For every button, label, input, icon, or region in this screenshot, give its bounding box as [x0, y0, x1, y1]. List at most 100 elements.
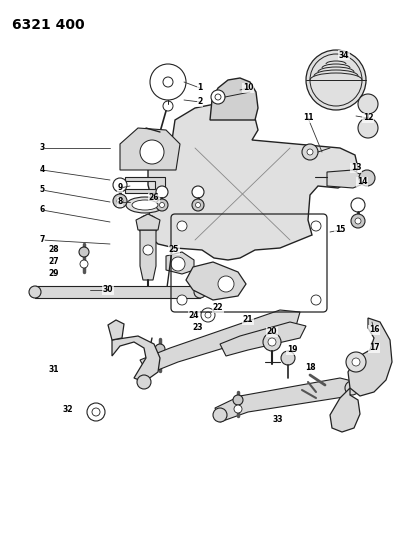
Polygon shape	[140, 230, 156, 280]
Text: 27: 27	[49, 257, 59, 266]
Circle shape	[138, 215, 158, 235]
Circle shape	[311, 295, 321, 305]
Circle shape	[155, 344, 165, 354]
Text: 18: 18	[305, 364, 315, 373]
Circle shape	[358, 118, 378, 138]
Circle shape	[352, 358, 360, 366]
Circle shape	[150, 64, 186, 100]
Polygon shape	[348, 318, 392, 396]
Text: 20: 20	[267, 327, 277, 336]
Polygon shape	[148, 104, 358, 260]
Circle shape	[211, 90, 225, 104]
Text: 4: 4	[40, 166, 44, 174]
Circle shape	[177, 221, 187, 231]
Circle shape	[143, 245, 153, 255]
Text: 13: 13	[351, 164, 361, 173]
Circle shape	[346, 352, 366, 372]
Circle shape	[113, 194, 127, 208]
Circle shape	[156, 186, 168, 198]
Text: 24: 24	[189, 311, 199, 320]
Text: 34: 34	[339, 51, 349, 60]
Polygon shape	[140, 310, 300, 374]
Text: 22: 22	[213, 303, 223, 312]
Polygon shape	[136, 214, 160, 230]
Polygon shape	[120, 128, 180, 170]
Polygon shape	[220, 322, 306, 356]
Circle shape	[345, 381, 359, 395]
Text: 21: 21	[243, 316, 253, 325]
Text: 2: 2	[197, 98, 203, 107]
Circle shape	[156, 357, 164, 365]
Circle shape	[192, 186, 204, 198]
Text: 8: 8	[118, 198, 123, 206]
Circle shape	[351, 214, 365, 228]
Text: 1: 1	[197, 84, 203, 93]
Circle shape	[234, 405, 242, 413]
Text: 29: 29	[49, 270, 59, 279]
Text: 3: 3	[40, 143, 44, 152]
Circle shape	[201, 308, 215, 322]
Circle shape	[137, 375, 151, 389]
Text: 9: 9	[118, 183, 123, 192]
Ellipse shape	[126, 197, 164, 213]
Polygon shape	[215, 378, 356, 422]
Text: 33: 33	[273, 416, 283, 424]
Circle shape	[80, 260, 88, 268]
Circle shape	[156, 199, 168, 211]
Circle shape	[268, 338, 276, 346]
Circle shape	[263, 333, 281, 351]
Circle shape	[213, 408, 227, 422]
Text: 6321 400: 6321 400	[12, 18, 84, 32]
Circle shape	[355, 218, 361, 224]
Text: 17: 17	[369, 343, 379, 352]
Circle shape	[117, 198, 123, 204]
Text: 12: 12	[363, 114, 373, 123]
Polygon shape	[327, 170, 363, 188]
Text: 31: 31	[49, 366, 59, 375]
Circle shape	[351, 198, 365, 212]
Text: 14: 14	[357, 177, 367, 187]
Text: 32: 32	[63, 406, 73, 415]
Polygon shape	[186, 262, 246, 300]
Text: 11: 11	[303, 114, 313, 123]
Polygon shape	[330, 388, 360, 432]
Circle shape	[359, 170, 375, 186]
Circle shape	[281, 351, 295, 365]
Circle shape	[194, 286, 206, 298]
Text: 6: 6	[40, 206, 44, 214]
Text: 16: 16	[369, 326, 379, 335]
Polygon shape	[125, 177, 165, 193]
Polygon shape	[166, 252, 194, 274]
Text: 19: 19	[287, 345, 297, 354]
Text: 23: 23	[193, 324, 203, 333]
Circle shape	[233, 395, 243, 405]
Text: 5: 5	[40, 185, 44, 195]
Text: 15: 15	[335, 225, 345, 235]
Circle shape	[87, 403, 105, 421]
Circle shape	[160, 203, 164, 207]
Circle shape	[302, 144, 318, 160]
Circle shape	[29, 286, 41, 298]
Circle shape	[307, 149, 313, 155]
Circle shape	[218, 276, 234, 292]
Circle shape	[358, 94, 378, 114]
Circle shape	[192, 199, 204, 211]
Circle shape	[311, 221, 321, 231]
Circle shape	[140, 140, 164, 164]
Circle shape	[171, 257, 185, 271]
Circle shape	[177, 295, 187, 305]
Circle shape	[113, 178, 127, 192]
Circle shape	[143, 220, 153, 230]
Circle shape	[306, 50, 366, 110]
Circle shape	[79, 247, 89, 257]
Polygon shape	[108, 320, 124, 340]
Text: 10: 10	[243, 84, 253, 93]
Circle shape	[195, 203, 200, 207]
Polygon shape	[35, 286, 200, 298]
Text: 26: 26	[149, 193, 159, 203]
Text: 25: 25	[169, 246, 179, 254]
Text: 28: 28	[49, 246, 59, 254]
Polygon shape	[210, 78, 258, 120]
Polygon shape	[112, 336, 160, 382]
Text: 30: 30	[103, 286, 113, 295]
